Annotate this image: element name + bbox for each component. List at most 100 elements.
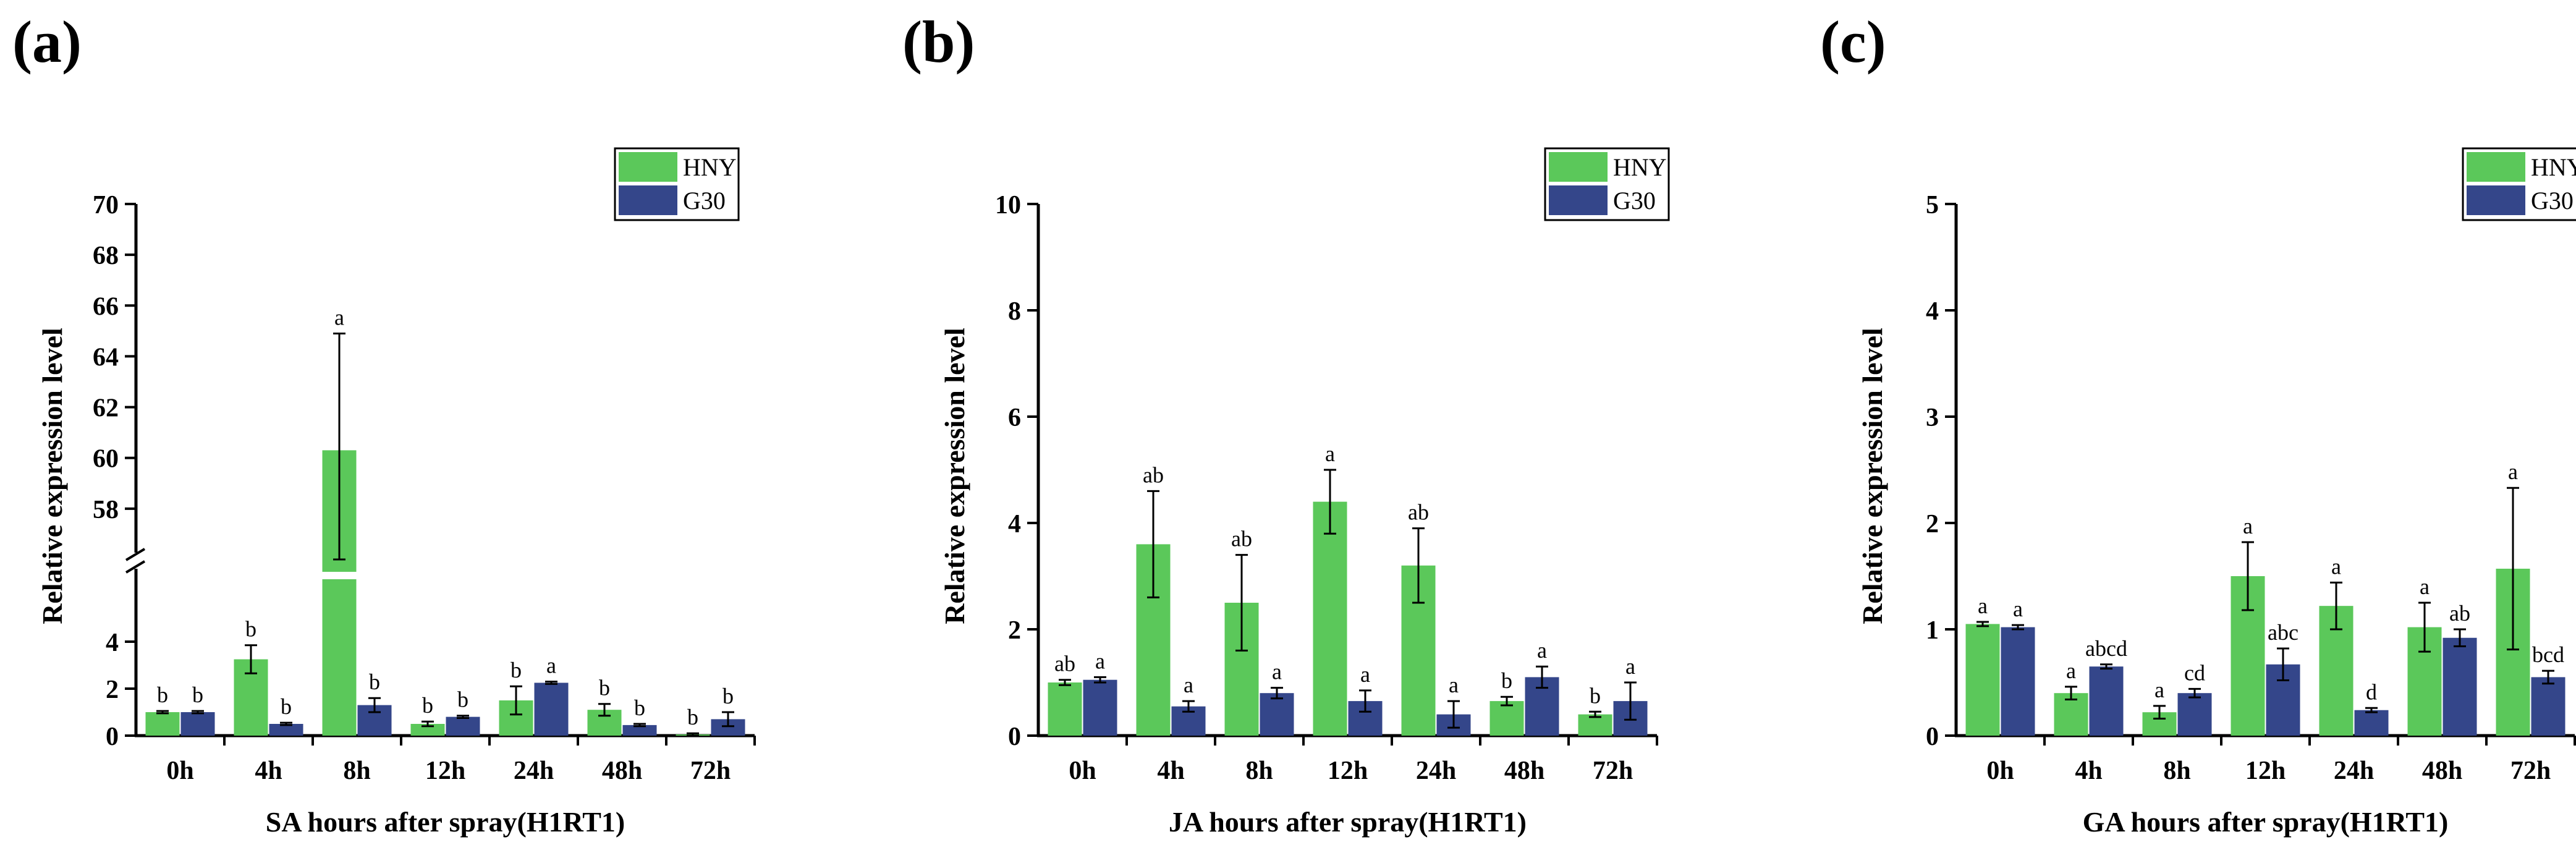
significance-letter: ab bbox=[1231, 527, 1252, 551]
y-tick-label: 4 bbox=[1008, 510, 1021, 538]
bar-g30-48h bbox=[2443, 637, 2477, 736]
y-axis-title: Relative expression level bbox=[1857, 328, 1888, 624]
significance-letter: b bbox=[369, 669, 380, 694]
y-tick-label: 3 bbox=[1926, 404, 1939, 432]
bar-hny-48h bbox=[1489, 701, 1524, 736]
x-tick-label: 24h bbox=[1416, 757, 1456, 785]
y-tick-label: 2 bbox=[1926, 510, 1939, 538]
y-tick-label: 10 bbox=[995, 191, 1021, 219]
y-tick-label: 1 bbox=[1926, 616, 1939, 645]
significance-letter: a bbox=[2420, 574, 2430, 599]
x-tick-label: 72h bbox=[2510, 757, 2551, 785]
panel-label: (a) bbox=[12, 9, 82, 75]
bar-g30-8h bbox=[2177, 693, 2212, 736]
significance-letter: b bbox=[281, 694, 292, 719]
bar-g30-48h bbox=[622, 725, 657, 736]
x-tick-label: 8h bbox=[1245, 757, 1273, 785]
bar-g30-4h bbox=[2089, 666, 2124, 736]
significance-letter: a bbox=[1625, 654, 1635, 679]
bar-g30-0h bbox=[1083, 679, 1117, 736]
panel-label: (b) bbox=[902, 9, 975, 75]
legend-swatch-hny bbox=[619, 152, 677, 182]
significance-letter: a bbox=[2013, 597, 2023, 621]
significance-letter: b bbox=[511, 658, 522, 682]
y-tick-label: 8 bbox=[1008, 297, 1021, 326]
x-tick-label: 12h bbox=[425, 757, 465, 785]
legend-swatch-g30 bbox=[619, 185, 677, 215]
y-tick-label: 64 bbox=[93, 343, 119, 372]
significance-letter: a bbox=[2066, 658, 2076, 683]
chart-panel-c: (c) 0 1 2 3 4 5 Relative expression level 0h a a 4h… bbox=[1820, 9, 2576, 838]
significance-letter: ab bbox=[2449, 601, 2470, 626]
x-axis-title: SA hours after spray(H1RT1) bbox=[266, 806, 625, 838]
y-tick-label: 2 bbox=[1008, 616, 1021, 645]
y-tick-label: 5 bbox=[1926, 191, 1939, 219]
bar-hny-12h bbox=[1313, 501, 1347, 736]
y-axis-title: Relative expression level bbox=[939, 328, 970, 624]
significance-letter: ab bbox=[1143, 462, 1164, 487]
significance-letter: ab bbox=[1408, 500, 1429, 525]
significance-letter: b bbox=[192, 682, 203, 707]
legend-swatch-hny bbox=[2467, 152, 2525, 182]
significance-letter: a bbox=[2154, 678, 2164, 702]
legend-swatch-g30 bbox=[2467, 185, 2525, 215]
significance-letter: cd bbox=[2184, 660, 2205, 685]
y-tick-label: 6 bbox=[1008, 404, 1021, 432]
significance-letter: abcd bbox=[2085, 636, 2127, 661]
significance-letter: b bbox=[634, 695, 645, 720]
chart-panel-a: (a) 0 2 4 58 60 62 64 66 68 70 Relative expression … bbox=[12, 9, 756, 838]
x-tick-label: 8h bbox=[2163, 757, 2190, 785]
bar-g30-72h bbox=[2531, 677, 2565, 736]
y-tick-label: 4 bbox=[1926, 297, 1939, 326]
significance-letter: b bbox=[722, 684, 734, 708]
significance-letter: abc bbox=[2268, 620, 2298, 645]
significance-letter: a bbox=[2508, 459, 2518, 484]
y-tick-label: 2 bbox=[106, 676, 119, 704]
significance-letter: a bbox=[1449, 673, 1459, 697]
significance-letter: a bbox=[1360, 662, 1370, 687]
y-tick-label: 70 bbox=[93, 191, 119, 219]
x-axis-title: JA hours after spray(H1RT1) bbox=[1169, 806, 1527, 838]
significance-letter: a bbox=[2243, 514, 2253, 538]
y-tick-label: 0 bbox=[1008, 723, 1021, 751]
legend-label-hny: HNY bbox=[2531, 153, 2576, 181]
y-tick-label: 60 bbox=[93, 445, 119, 474]
x-tick-label: 24h bbox=[2334, 757, 2374, 785]
legend-swatch-g30 bbox=[1549, 185, 1608, 215]
x-tick-label: 48h bbox=[1504, 757, 1544, 785]
bar-g30-24h bbox=[2354, 710, 2389, 736]
legend-swatch-hny bbox=[1549, 152, 1608, 182]
bar-g30-8h bbox=[1260, 693, 1294, 736]
x-tick-label: 12h bbox=[1328, 757, 1368, 785]
significance-letter: b bbox=[1501, 668, 1512, 693]
panel-label: (c) bbox=[1820, 9, 1886, 75]
x-tick-label: 0h bbox=[1069, 757, 1096, 785]
x-tick-label: 72h bbox=[1593, 757, 1633, 785]
x-tick-label: 4h bbox=[255, 757, 282, 785]
legend-label-g30: G30 bbox=[2531, 187, 2574, 215]
bar-g30-0h bbox=[2001, 627, 2035, 736]
significance-letter: a bbox=[1184, 673, 1193, 697]
legend-label-hny: HNY bbox=[1613, 153, 1667, 181]
y-tick-label: 4 bbox=[106, 629, 119, 657]
bar-g30-4h bbox=[269, 724, 303, 736]
significance-letter: b bbox=[599, 676, 610, 700]
x-tick-label: 24h bbox=[514, 757, 554, 785]
significance-letter: a bbox=[1325, 441, 1335, 466]
significance-letter: b bbox=[157, 682, 168, 707]
y-tick-label: 0 bbox=[1926, 723, 1939, 751]
y-tick-label: 58 bbox=[93, 496, 119, 524]
x-axis-title: GA hours after spray(H1RT1) bbox=[2083, 806, 2449, 838]
significance-letter: d bbox=[2366, 679, 2377, 704]
significance-letter: a bbox=[1272, 660, 1282, 684]
significance-letter: bcd bbox=[2532, 642, 2564, 667]
axis-break-mark bbox=[125, 548, 146, 561]
significance-letter: b bbox=[687, 705, 698, 729]
significance-letter: b bbox=[457, 687, 468, 712]
x-tick-label: 8h bbox=[343, 757, 370, 785]
x-tick-label: 12h bbox=[2245, 757, 2286, 785]
y-tick-label: 0 bbox=[106, 723, 119, 751]
significance-letter: a bbox=[546, 653, 556, 678]
